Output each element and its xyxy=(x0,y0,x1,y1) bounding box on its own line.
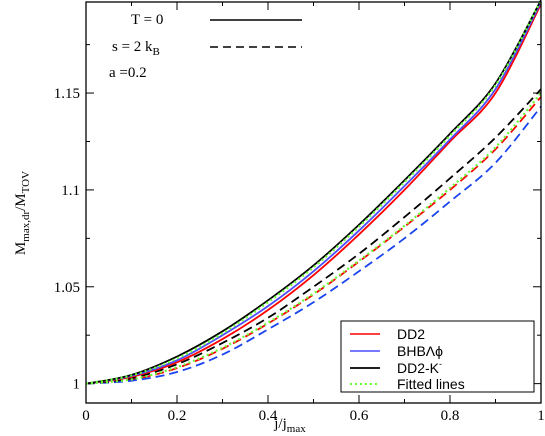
annotation-block: T = 0 s = 2 kB a =0.2 xyxy=(109,12,302,81)
x-label-main: j/j xyxy=(273,416,287,432)
y-label-sub: max,dr xyxy=(20,211,32,242)
x-axis-label: j/jmax xyxy=(273,416,306,435)
legend-label-dd2k-main: DD2-K xyxy=(397,360,440,376)
legend-label-bhb: BHBΛϕ xyxy=(397,343,443,359)
series-line-dd2k-solid xyxy=(85,0,542,385)
y-tick-label: 1.1 xyxy=(61,183,80,199)
series-layer xyxy=(85,0,542,385)
y-label-slash: /M xyxy=(13,193,29,211)
legend-label-dd2k-sup: - xyxy=(439,359,442,369)
legend-label-fitted: Fitted lines xyxy=(397,376,465,392)
annotation-t-label: T = 0 xyxy=(131,12,163,28)
legend-label-dd2k: DD2-K- xyxy=(397,359,442,376)
y-label-sub2: TOV xyxy=(20,171,32,193)
tick-labels: 0 0.2 0.4 0.6 0.8 1 1 1.05 1.1 1.15 xyxy=(54,86,545,424)
x-tick-label: 1 xyxy=(537,408,545,424)
y-tick-label: 1 xyxy=(73,377,81,393)
y-label-main: M xyxy=(13,242,29,255)
x-tick-label: 0.6 xyxy=(350,408,369,424)
annotation-a-label: a =0.2 xyxy=(109,65,147,81)
y-tick-label: 1.05 xyxy=(54,280,80,296)
x-tick-label: 0.4 xyxy=(259,408,278,424)
legend: DD2 BHBΛϕ DD2-K- Fitted lines xyxy=(340,320,535,393)
plot-frame xyxy=(85,1,542,404)
x-label-sub: max xyxy=(287,423,306,435)
annotation-s-label: s = 2 kB xyxy=(112,39,160,58)
series-line-fitted-dotted xyxy=(85,0,542,385)
series-line-bhb-dashed xyxy=(85,106,542,385)
series-line-dd2k-dashed xyxy=(85,88,542,385)
y-tick-label: 1.15 xyxy=(54,86,80,102)
series-line-bhb-solid xyxy=(85,1,542,385)
x-tick-label: 0.2 xyxy=(168,408,187,424)
legend-box xyxy=(340,320,535,393)
legend-label-dd2: DD2 xyxy=(397,326,425,342)
series-line-dd2-solid xyxy=(85,3,542,385)
y-axis-label: Mmax,dr/MTOV xyxy=(13,171,32,255)
x-tick-label: 0.8 xyxy=(441,408,460,424)
annotation-s-sub: B xyxy=(153,46,160,58)
x-tick-label: 0 xyxy=(82,408,90,424)
annotation-s-main: s = 2 k xyxy=(112,39,153,55)
